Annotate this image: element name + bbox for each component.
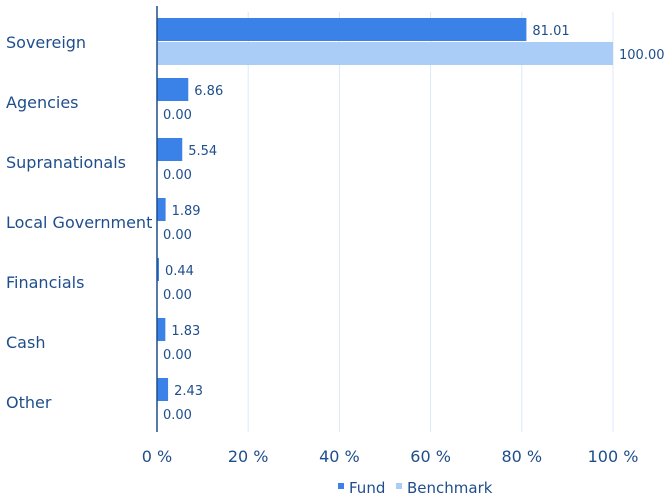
grid-lines — [247, 12, 614, 432]
legend-label-benchmark: Benchmark — [407, 479, 493, 497]
category-label: Sovereign — [6, 33, 86, 52]
data-label: 0.00 — [163, 348, 192, 363]
data-label: 0.44 — [165, 264, 194, 279]
data-label: 100.00 — [619, 48, 665, 63]
bar-fund — [157, 138, 183, 161]
x-tick-label: 20 % — [228, 447, 269, 466]
legend-label-fund: Fund — [349, 479, 385, 497]
data-label: 81.01 — [532, 24, 569, 39]
data-label: 0.00 — [163, 288, 192, 303]
x-tick-label: 60 % — [410, 447, 451, 466]
data-label: 1.89 — [172, 204, 201, 219]
bar-fund — [157, 198, 166, 221]
data-label: 0.00 — [163, 168, 192, 183]
category-label: Agencies — [6, 93, 79, 112]
x-tick-label: 40 % — [319, 447, 360, 466]
legend-swatch-fund — [338, 483, 344, 489]
data-label: 2.43 — [174, 384, 203, 399]
bar-fund — [157, 78, 189, 101]
bar-fund — [157, 18, 527, 41]
x-tick-label: 0 % — [142, 447, 172, 466]
category-label: Other — [6, 393, 52, 412]
data-labels: 81.01100.006.860.005.540.001.890.000.440… — [163, 24, 665, 423]
bar-fund — [157, 258, 160, 281]
bar-fund — [157, 378, 169, 401]
bars-group — [157, 18, 613, 401]
legend: Fund Benchmark — [338, 479, 493, 497]
bar-fund — [157, 318, 166, 341]
data-label: 0.00 — [163, 228, 192, 243]
data-label: 1.83 — [171, 324, 200, 339]
bar-benchmark — [157, 42, 613, 65]
category-labels: Sovereign Agencies Supranationals Local Gov… — [6, 33, 152, 412]
x-tick-label: 80 % — [501, 447, 542, 466]
data-label: 0.00 — [163, 108, 192, 123]
category-label: Local Government — [6, 213, 152, 232]
legend-swatch-benchmark — [396, 483, 402, 489]
category-label: Cash — [6, 333, 45, 352]
category-label: Financials — [6, 273, 84, 292]
data-label: 5.54 — [188, 144, 217, 159]
x-tick-label: 100 % — [588, 447, 639, 466]
data-label: 0.00 — [163, 408, 192, 423]
data-label: 6.86 — [194, 84, 223, 99]
category-label: Supranationals — [6, 153, 126, 172]
x-tick-labels: 0 % 20 % 40 % 60 % 80 % 100 % — [142, 447, 639, 466]
